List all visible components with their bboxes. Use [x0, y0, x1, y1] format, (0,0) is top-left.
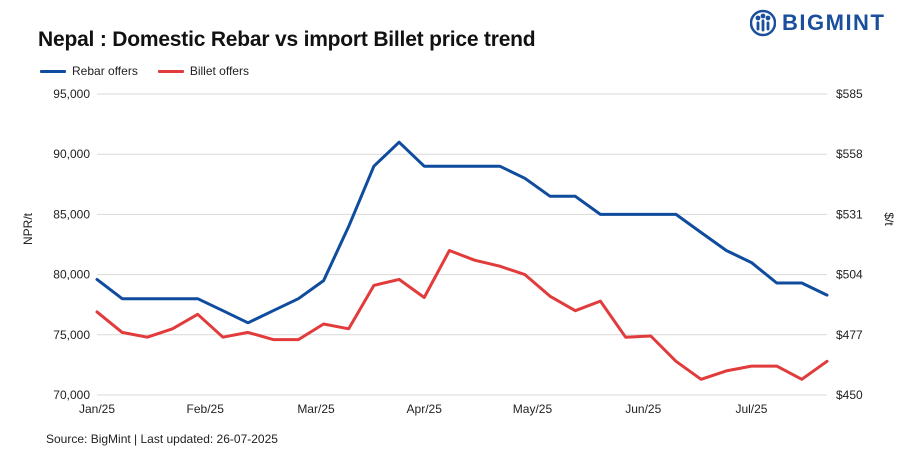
chart-legend: Rebar offers Billet offers — [40, 64, 249, 78]
x-tick-label: Feb/25 — [187, 402, 225, 416]
brand-name: BIGMINT — [782, 10, 886, 35]
bigmint-logo-icon — [750, 9, 776, 37]
chart-title: Nepal : Domestic Rebar vs import Billet … — [38, 28, 536, 51]
x-tick-label: May/25 — [513, 402, 553, 416]
y2-tick-label: $585 — [836, 87, 863, 101]
series-lines — [95, 140, 829, 381]
x-tick-label: Jul/25 — [735, 402, 767, 416]
y2-tick-label: $477 — [836, 328, 863, 342]
y-tick-label: 75,000 — [53, 328, 90, 342]
y2-tick-label: $531 — [836, 207, 863, 221]
legend-label-billet: Billet offers — [189, 64, 249, 78]
y2-tick-label: $558 — [836, 147, 863, 161]
legend-label-rebar: Rebar offers — [72, 64, 138, 78]
legend-item-billet: Billet offers — [157, 64, 249, 78]
y2-tick-label: $450 — [836, 388, 863, 402]
legend-swatch-billet — [157, 69, 184, 73]
x-tick-label: Apr/25 — [407, 402, 443, 416]
series-line-billet — [95, 249, 829, 381]
x-axis-ticks: Jan/25 Feb/25 Mar/25 Apr/25 May/25 Jun/25 Jul/… — [79, 402, 768, 416]
y2-tick-label: $504 — [836, 268, 863, 282]
y-tick-label: 70,000 — [53, 388, 90, 402]
x-tick-label: Jun/25 — [625, 402, 661, 416]
y-tick-label: 90,000 — [53, 147, 90, 161]
brand-logo: BIGMINT — [750, 8, 885, 38]
series-line-rebar — [95, 140, 829, 325]
x-tick-label: Mar/25 — [297, 402, 335, 416]
y-axis-label: NPR/t — [21, 212, 35, 245]
source-note: Source: BigMint | Last updated: 26-07-20… — [46, 432, 278, 446]
y2-axis-label: $/t — [882, 212, 896, 226]
y-tick-label: 80,000 — [53, 268, 90, 282]
legend-item-rebar: Rebar offers — [40, 64, 138, 78]
y-axis-left-ticks: 70,000 75,000 80,000 85,000 90,000 95,000 — [53, 87, 90, 402]
x-tick-label: Jan/25 — [79, 402, 115, 416]
y-tick-label: 95,000 — [53, 87, 90, 101]
y-tick-label: 85,000 — [53, 207, 90, 221]
y-axis-right-ticks: $450 $477 $504 $531 $558 $585 — [836, 87, 863, 402]
legend-swatch-rebar — [40, 69, 66, 73]
